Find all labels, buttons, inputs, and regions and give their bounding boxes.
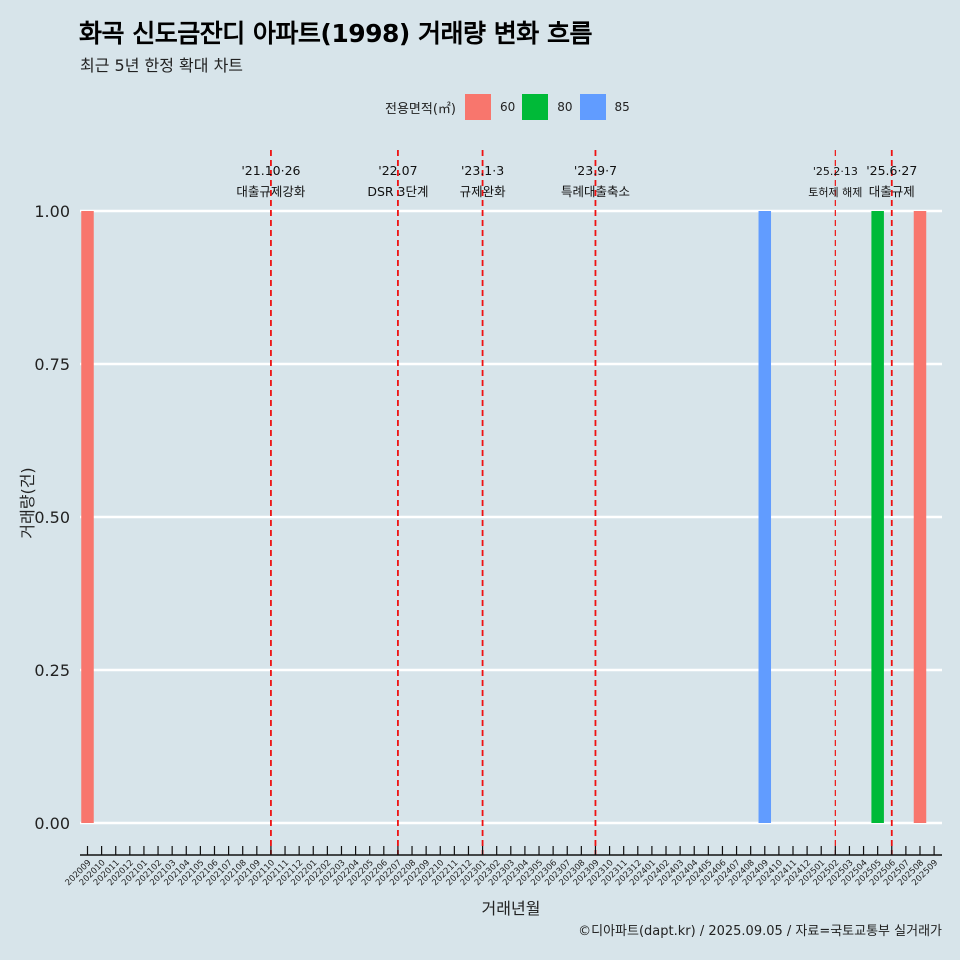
legend-swatch-85 (579, 94, 606, 120)
event-date-202502: '25.2·13 (813, 165, 858, 178)
bar-202508-60 (913, 211, 927, 823)
legend: 전용면적(㎡) 60 80 85 (385, 93, 637, 121)
legend-item-80: 80 (522, 94, 573, 120)
event-label-202502: 토허제 해제 (808, 185, 862, 199)
event-label-202301: 규제완화 (460, 184, 507, 199)
bar-202009-60 (81, 211, 94, 823)
event-date-202309: '23.9·7 (574, 163, 617, 178)
event-label-202506: 대출규제 (869, 184, 915, 199)
y-axis-title: 거래량(건) (18, 467, 37, 538)
event-label-202309: 특례대출축소 (561, 184, 630, 199)
y-tick-label: 0.75 (34, 355, 70, 374)
y-tick-label: 1.00 (34, 202, 70, 221)
y-tick-label: 0.25 (34, 661, 70, 680)
x-axis-title: 거래년월 (482, 899, 541, 918)
y-tick-label: 0.50 (34, 508, 70, 527)
legend-item-60: 60 (464, 94, 516, 120)
chart-subtitle: 최근 5년 한정 확대 차트 (80, 56, 244, 75)
legend-item-85: 85 (579, 94, 630, 120)
legend-label-60: 60 (499, 100, 516, 114)
legend-swatch-80 (522, 94, 549, 120)
event-label-202207: DSR 3단계 (367, 184, 428, 199)
event-date-202506: '25.6·27 (866, 163, 917, 178)
source-caption: ©디아파트(dapt.kr) / 2025.09.05 / 자료=국토교통부 실… (578, 924, 942, 939)
bar-202409-85 (758, 211, 772, 823)
y-tick-label: 0.00 (34, 814, 70, 833)
event-date-202301: '23.1·3 (461, 163, 504, 178)
bar-202505-80 (871, 211, 884, 823)
event-label-202110: 대출규제강화 (236, 184, 306, 199)
chart-title: 화곡 신도금잔디 아파트(1998) 거래량 변화 흐름 (79, 19, 592, 48)
event-date-202207: '22.07 (378, 163, 417, 178)
legend-title: 전용면적(㎡) (385, 101, 456, 117)
legend-swatch-60 (464, 94, 491, 120)
event-date-202110: '21.10·26 (241, 163, 300, 178)
legend-label-85: 85 (614, 100, 630, 114)
legend-label-80: 80 (557, 100, 573, 114)
